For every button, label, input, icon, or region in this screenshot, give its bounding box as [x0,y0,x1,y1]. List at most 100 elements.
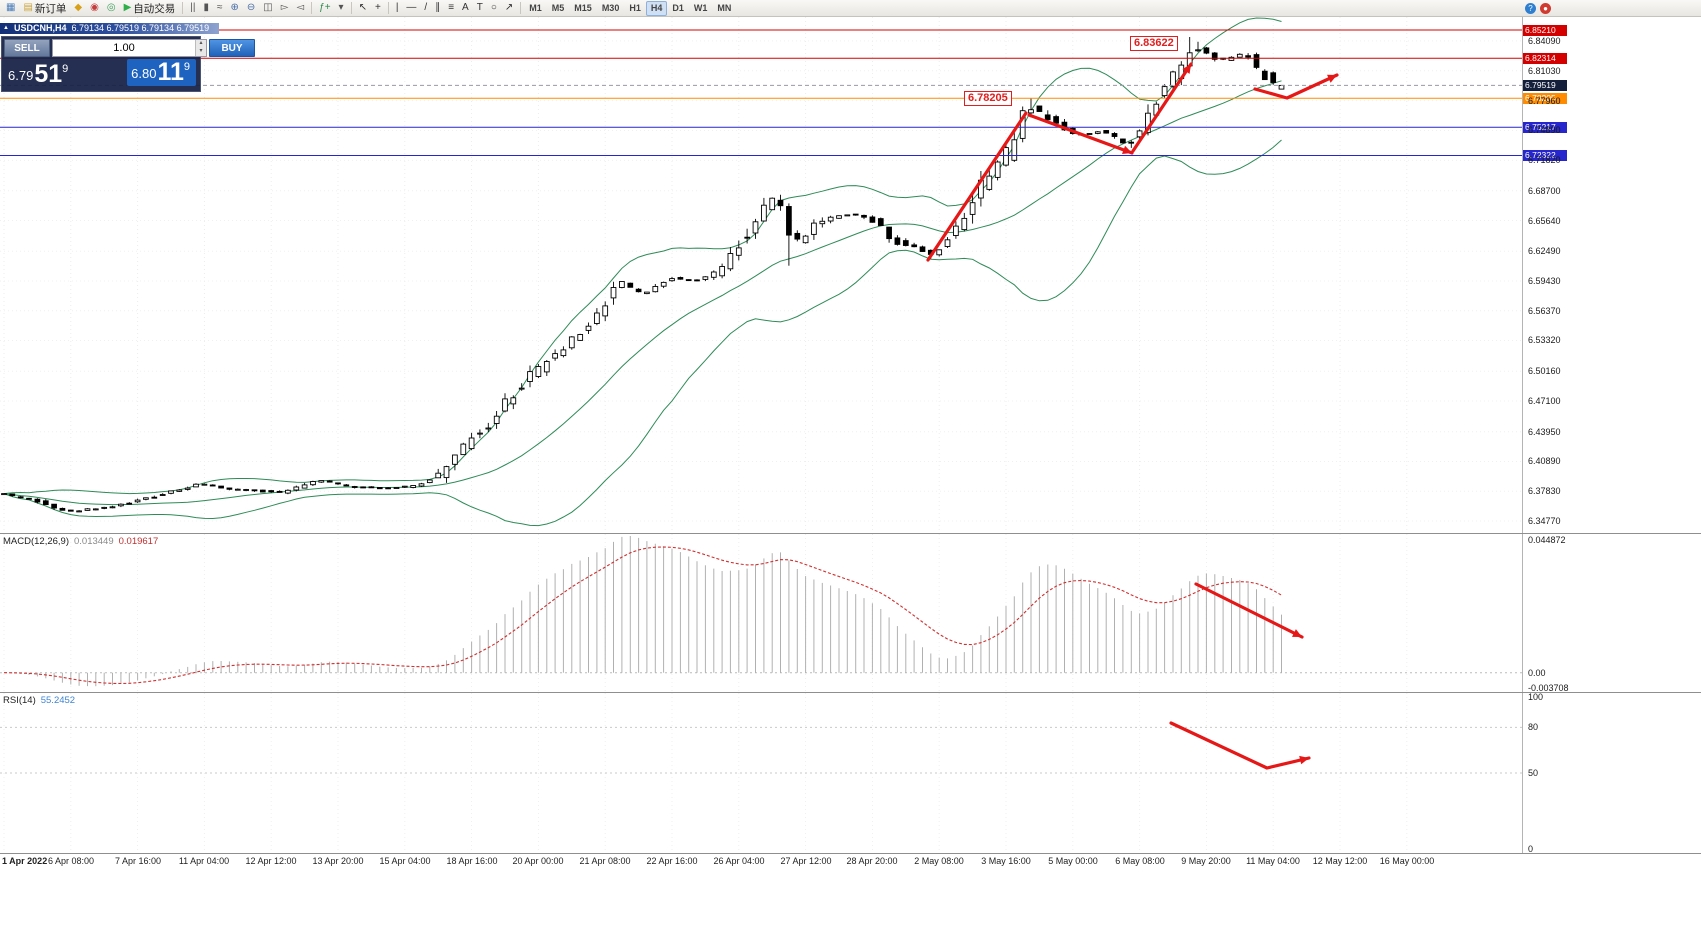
rsi-panel-canvas[interactable] [0,693,1701,853]
time-axis-label: 28 Apr 20:00 [846,856,898,866]
macd-value-1: 0.013449 [74,536,114,547]
indicator-axis-label: -0.003708 [1528,683,1569,693]
alerts-icon: ◉ [90,2,99,13]
resistance-line-2-badge: 6.82314 [1523,53,1567,64]
buy-price-button[interactable]: 6.80 11 9 [127,59,196,86]
macd-panel-canvas[interactable] [0,534,1701,692]
fibonacci-icon: ≡ [448,2,455,13]
indicators-icon: ƒ+ [319,2,331,13]
rsi-panel-separator[interactable] [0,692,1701,693]
bars-chart-button[interactable]: || [186,1,199,16]
price-axis-label: 6.53320 [1528,335,1561,345]
sell-price-button[interactable]: 6.79 51 9 [6,62,71,87]
bid-price-line-badge: 6.79519 [1523,80,1567,91]
volume-up-button[interactable]: ▴ [199,40,203,46]
timeframe-w1-button[interactable]: W1 [693,3,708,13]
timeframe-m30-button[interactable]: M30 [601,3,620,13]
candlestick-chart-icon: ▮ [203,2,209,13]
crosshair-button[interactable]: + [371,1,385,16]
resistance-line-1-badge: 6.85210 [1523,25,1567,36]
alerts-button[interactable]: ◉ [86,1,103,16]
indicator-axis-label: 80 [1528,722,1539,732]
horizontal-line-button[interactable]: — [402,1,420,16]
price-axis-label: 6.56370 [1528,306,1561,316]
zoom-out-button[interactable]: ⊖ [243,1,259,16]
time-axis[interactable]: 1 Apr 2022 6 Apr 08:00 7 Apr 16:00 11 Apr 0… [0,853,1701,869]
zoom-in-button[interactable]: ⊕ [227,1,243,16]
timeframe-mn-button[interactable]: MN [717,3,732,13]
support-line-blue-2-badge: 6.72322 [1523,150,1567,161]
tile-windows-button[interactable]: ◫ [259,1,276,16]
chart-symbol-period: USDCNH,H4 [13,23,67,33]
periods-dropdown[interactable]: ▾ [335,1,348,16]
timeframe-m1-button[interactable]: M1 [529,3,542,13]
sell-button[interactable]: SELL [4,39,50,57]
time-axis-label: 27 Apr 12:00 [780,856,832,866]
price-axis-label: 6.43950 [1528,427,1561,437]
label-icon: T [476,2,483,13]
volume-input[interactable] [53,40,195,56]
vertical-line-button[interactable]: | [392,1,403,16]
candlestick-chart-button[interactable]: ▮ [199,1,213,16]
arrows-icon: ↗ [504,2,514,13]
auto-trading-icon: ▶ [123,2,132,13]
chart-shift-button[interactable]: ◅ [292,1,308,16]
community-button[interactable]: ◎ [103,1,120,16]
periods-dropdown-icon: ▾ [338,2,344,13]
new-chart-icon: ▦ [6,2,16,13]
shapes-button[interactable]: ○ [487,1,501,16]
price-axis-label: 6.62490 [1528,246,1561,256]
price-axis[interactable]: 6.85210 6.82314 6.79519 6.78205 6.75217 6.723… [1522,17,1701,854]
arrows-button[interactable]: ↗ [501,1,517,16]
price-annotation[interactable]: 6.83622 [1130,36,1178,51]
time-axis-label: 11 May 04:00 [1246,856,1300,866]
zoom-out-icon: ⊖ [246,2,256,13]
trendline-icon: / [424,2,428,13]
label-button[interactable]: T [473,1,487,16]
fibonacci-button[interactable]: ≡ [444,1,458,16]
buy-button[interactable]: BUY [209,39,255,57]
crosshair-icon: + [374,2,381,13]
time-axis-label: 6 Apr 08:00 [47,856,95,866]
record-icon[interactable]: ● [1540,2,1551,14]
toolbar-separator [182,2,184,14]
timeframe-m15-button[interactable]: M15 [574,3,592,13]
new-chart-button[interactable]: ▦ [2,1,19,16]
line-chart-icon: ≈ [217,2,223,13]
favorites-button[interactable]: ◆ [70,1,86,16]
vertical-line-icon: | [395,2,399,13]
text-button[interactable]: A [458,1,473,16]
community-icon: ◎ [106,2,116,13]
time-axis-label: 22 Apr 16:00 [646,856,698,866]
indicators-button[interactable]: ƒ+ [315,1,334,16]
chart-title-bar[interactable]: ▲ USDCNH,H4 6.79134 6.79519 6.79134 6.79… [0,23,220,34]
help-icon[interactable]: ? [1525,2,1536,14]
price-annotation[interactable]: 6.78205 [964,91,1012,106]
timeframe-m5-button[interactable]: M5 [551,3,565,13]
timeframe-h1-button[interactable]: H1 [629,3,641,13]
main-chart-canvas[interactable] [0,17,1701,533]
time-axis-label: 18 Apr 16:00 [446,856,498,866]
line-chart-button[interactable]: ≈ [213,1,227,16]
channel-button[interactable]: ∥ [431,1,444,16]
volume-down-button[interactable]: ▾ [199,48,203,54]
cursor-button[interactable]: ↖ [355,1,371,16]
price-axis-label: 6.59430 [1528,276,1561,286]
price-axis-label: 6.71820 [1528,155,1561,165]
chart-shift-icon: ◅ [296,2,305,13]
timeframe-h4-button[interactable]: H4 [645,0,668,16]
trendline-button[interactable]: / [420,1,431,16]
buy-price-prefix: 6.80 [131,66,157,81]
macd-panel-separator[interactable] [0,533,1701,534]
time-axis-label: 2 May 08:00 [914,856,964,866]
time-axis-label: 21 Apr 08:00 [579,856,631,866]
time-axis-label: 13 Apr 20:00 [312,856,364,866]
zoom-in-icon: ⊕ [230,2,239,13]
auto-trading-button[interactable]: ▶ 自动交易 [120,1,180,16]
auto-scroll-icon: ▻ [280,2,289,13]
new-order-button[interactable]: ▤ 新订单 [19,1,70,16]
macd-name: MACD(12,26,9) [3,536,69,547]
shapes-icon: ○ [490,2,497,13]
timeframe-d1-button[interactable]: D1 [672,3,684,13]
auto-scroll-button[interactable]: ▻ [277,1,293,16]
